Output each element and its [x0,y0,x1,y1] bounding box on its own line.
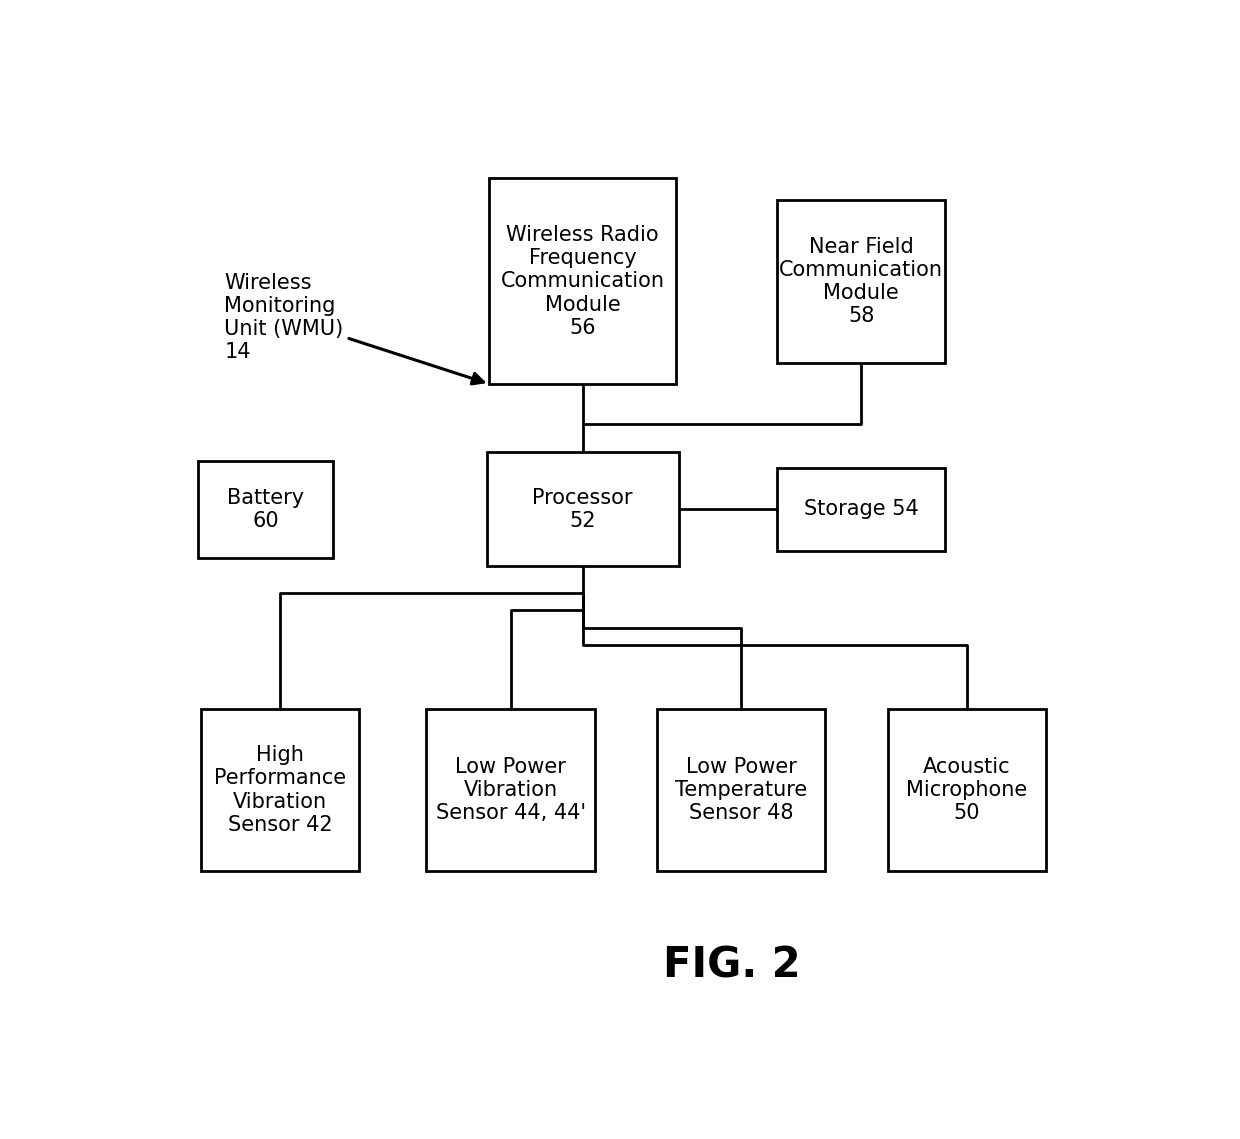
Text: Battery
60: Battery 60 [227,487,304,531]
Text: Processor
52: Processor 52 [532,487,632,531]
FancyBboxPatch shape [777,468,945,551]
FancyBboxPatch shape [198,461,332,558]
FancyBboxPatch shape [888,708,1047,871]
Text: Storage 54: Storage 54 [804,499,919,519]
Text: Wireless Radio
Frequency
Communication
Module
56: Wireless Radio Frequency Communication M… [501,226,665,338]
FancyBboxPatch shape [777,200,945,362]
Text: Near Field
Communication
Module
58: Near Field Communication Module 58 [779,237,944,326]
Text: Wireless
Monitoring
Unit (WMU)
14: Wireless Monitoring Unit (WMU) 14 [224,272,484,384]
FancyBboxPatch shape [489,179,676,385]
Text: Low Power
Temperature
Sensor 48: Low Power Temperature Sensor 48 [675,757,807,823]
FancyBboxPatch shape [427,708,595,871]
Text: High
Performance
Vibration
Sensor 42: High Performance Vibration Sensor 42 [213,745,346,835]
FancyBboxPatch shape [657,708,826,871]
Text: FIG. 2: FIG. 2 [663,944,800,986]
FancyBboxPatch shape [486,452,678,566]
FancyBboxPatch shape [201,708,360,871]
Text: Low Power
Vibration
Sensor 44, 44': Low Power Vibration Sensor 44, 44' [435,757,585,823]
Text: Acoustic
Microphone
50: Acoustic Microphone 50 [906,757,1028,823]
